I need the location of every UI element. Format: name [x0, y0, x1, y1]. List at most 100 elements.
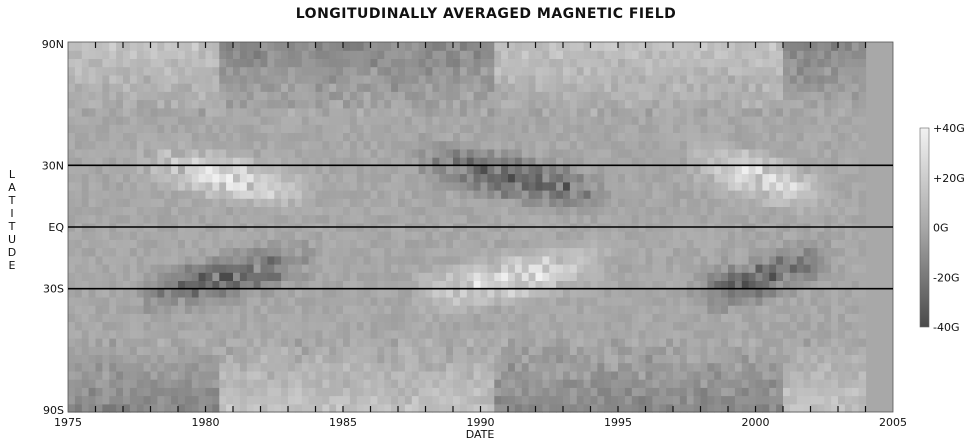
heatmap-cell [116, 379, 124, 388]
heatmap-cell [370, 264, 378, 273]
heatmap-cell [501, 379, 509, 388]
heatmap-cell [356, 107, 365, 117]
heatmap-cell [734, 107, 743, 117]
heatmap-cell [398, 362, 406, 372]
heatmap-cell [171, 107, 179, 117]
heatmap-cell [432, 403, 440, 413]
heatmap-cell [294, 280, 303, 290]
heatmap-cell [226, 403, 234, 413]
heatmap-cell [776, 116, 784, 125]
heatmap-cell [700, 157, 708, 166]
heatmap-cell [336, 116, 344, 125]
heatmap-cell [116, 66, 124, 76]
heatmap-cell [769, 181, 777, 191]
heatmap-cell [783, 99, 791, 109]
heatmap-cell [164, 395, 172, 405]
heatmap-cell [68, 272, 76, 281]
heatmap-cell [432, 321, 440, 331]
heatmap-cell [645, 66, 653, 76]
heatmap-cell [418, 173, 427, 183]
heatmap-cell [260, 83, 268, 92]
heatmap-cell [370, 305, 378, 314]
heatmap-cell [219, 165, 227, 175]
heatmap-cell [343, 157, 351, 166]
heatmap-cell [336, 255, 344, 265]
heatmap-cell [384, 91, 392, 101]
heatmap-cell [521, 362, 530, 372]
heatmap-cell [301, 198, 310, 207]
heatmap-cell [494, 116, 502, 125]
heatmap-cell [776, 58, 784, 68]
heatmap-cell [123, 124, 131, 133]
heatmap-cell [796, 181, 805, 191]
heatmap-cell [549, 74, 557, 84]
heatmap-cell [391, 379, 399, 388]
heatmap-cell [377, 272, 385, 281]
heatmap-cell [569, 198, 578, 207]
heatmap-cell [638, 329, 647, 339]
heatmap-cell [446, 132, 454, 142]
heatmap-cell [129, 280, 138, 290]
heatmap-cell [123, 387, 131, 397]
heatmap-cell [686, 247, 695, 257]
heatmap-cell [260, 66, 268, 76]
heatmap-cell [391, 395, 399, 405]
heatmap-cell [226, 370, 234, 380]
heatmap-cell [453, 247, 461, 257]
heatmap-cell [171, 321, 179, 331]
heatmap-cell [329, 354, 337, 364]
heatmap-cell [652, 239, 660, 249]
heatmap-cell [446, 83, 454, 92]
heatmap-cell [143, 296, 152, 306]
heatmap-cell [673, 83, 681, 92]
heatmap-cell [253, 66, 262, 76]
heatmap-cell [700, 50, 708, 59]
heatmap-cell [281, 264, 289, 273]
heatmap-cell [783, 173, 791, 183]
heatmap-cell [803, 157, 812, 166]
heatmap-cell [226, 296, 234, 306]
heatmap-cell [796, 214, 805, 224]
heatmap-cell [487, 288, 495, 298]
heatmap-cell [453, 387, 461, 397]
heatmap-cell [439, 214, 447, 224]
heatmap-cell [329, 107, 337, 117]
heatmap-cell [398, 190, 406, 199]
heatmap-cell [116, 190, 124, 199]
heatmap-cell [597, 107, 605, 117]
heatmap-cell [741, 157, 750, 166]
heatmap-cell [734, 66, 743, 76]
heatmap-cell [824, 99, 832, 109]
heatmap-cell [569, 255, 578, 265]
heatmap-cell [294, 272, 303, 281]
heatmap-cell [556, 124, 564, 133]
heatmap-cell [267, 42, 275, 51]
heatmap-cell [542, 313, 550, 323]
heatmap-cell [281, 132, 289, 142]
heatmap-cell [294, 231, 303, 240]
heatmap-cell [762, 338, 770, 347]
heatmap-cell [611, 124, 619, 133]
heatmap-cell [631, 198, 640, 207]
heatmap-cell [783, 296, 791, 306]
heatmap-cell [329, 362, 337, 372]
heatmap-cell [666, 395, 674, 405]
heatmap-cell [645, 181, 653, 191]
heatmap-cell [673, 362, 681, 372]
heatmap-cell [315, 321, 323, 331]
heatmap-cell [253, 305, 262, 314]
heatmap-cell [576, 107, 585, 117]
heatmap-cell [741, 132, 750, 142]
heatmap-cell [776, 305, 784, 314]
heatmap-cell [748, 107, 757, 117]
heatmap-cell [219, 403, 227, 413]
heatmap-cell [728, 272, 736, 281]
heatmap-cell [184, 362, 193, 372]
heatmap-cell [514, 305, 523, 314]
heatmap-cell [453, 272, 461, 281]
heatmap-cell [150, 50, 158, 59]
heatmap-cell [638, 264, 647, 273]
heatmap-cell [700, 58, 708, 68]
heatmap-cell [343, 387, 351, 397]
heatmap-cell [728, 140, 736, 150]
